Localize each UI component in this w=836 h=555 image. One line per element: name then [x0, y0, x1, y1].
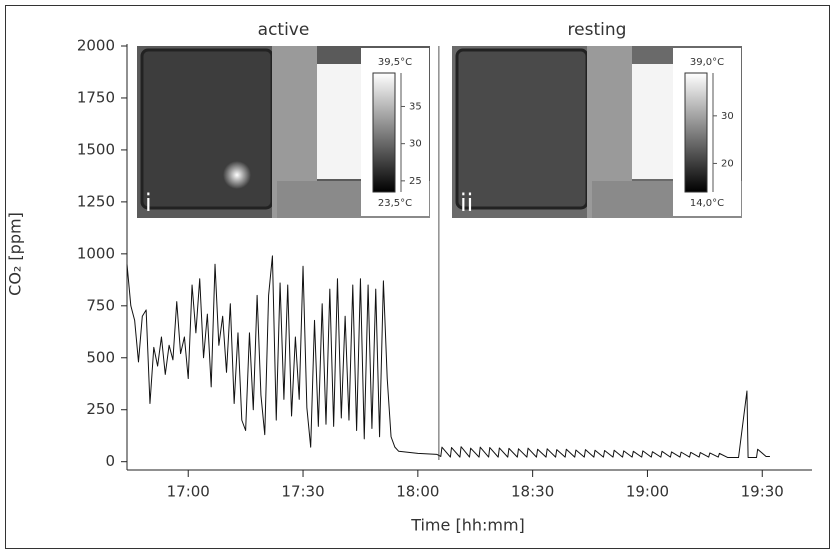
colorbar-max: 39,0°C	[690, 57, 724, 68]
x-tick-label: 17:00	[167, 483, 210, 501]
x-tick-label: 19:30	[741, 483, 784, 501]
colorbar	[684, 72, 708, 193]
image-window	[317, 64, 367, 179]
x-tick-label: 18:30	[511, 483, 554, 501]
y-tick-label: 0	[105, 452, 115, 470]
panel-tag: ii	[460, 189, 473, 217]
x-tick-label: 19:00	[626, 483, 669, 501]
colorbar	[372, 72, 396, 193]
image-box	[455, 48, 589, 210]
y-tick-label: 250	[86, 400, 115, 418]
y-axis-label: CO₂ [ppm]	[6, 212, 25, 296]
panel-tag: i	[145, 189, 152, 217]
y-tick-label: 1000	[77, 244, 115, 262]
image-bee	[223, 161, 251, 189]
y-tick-label: 1250	[77, 192, 115, 210]
colorbar-min: 23,5°C	[378, 198, 412, 209]
panel-title: active	[258, 20, 310, 40]
colorbar-tick-label: 35	[409, 101, 422, 112]
x-tick-label: 17:30	[281, 483, 324, 501]
colorbar-max: 39,5°C	[378, 57, 412, 68]
frame	[5, 5, 830, 549]
colorbar-tick-label: 20	[721, 158, 734, 169]
y-tick-label: 2000	[77, 37, 115, 55]
y-tick-label: 750	[86, 296, 115, 314]
y-tick-label: 1500	[77, 140, 115, 158]
co2-line	[126, 255, 770, 459]
y-tick-label: 500	[86, 348, 115, 366]
colorbar-tick-label: 30	[409, 139, 422, 150]
colorbar-min: 14,0°C	[690, 198, 724, 209]
y-tick-label: 1750	[77, 88, 115, 106]
colorbar-tick-label: 25	[409, 176, 422, 187]
x-tick-label: 18:00	[396, 483, 439, 501]
image-box	[140, 48, 274, 210]
x-axis-label: Time [hh:mm]	[410, 516, 525, 535]
panel-title: resting	[568, 20, 627, 40]
colorbar-tick-label: 30	[721, 111, 734, 122]
